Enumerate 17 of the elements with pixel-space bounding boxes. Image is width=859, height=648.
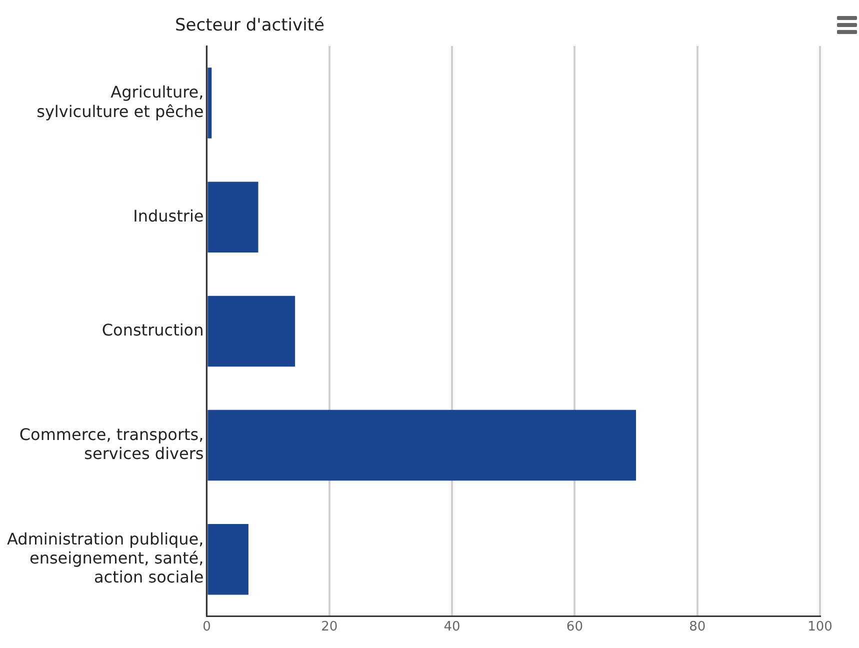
bar (208, 410, 636, 481)
x-tick-label: 60 (566, 620, 583, 635)
y-tick-label: Administration publique, enseignement, santé, action sociale (7, 529, 204, 587)
bar (208, 296, 296, 367)
y-tick-label: Industrie (133, 206, 204, 226)
y-tick-label: Construction (102, 320, 204, 340)
y-tick-label: Commerce, transports, services divers (19, 424, 204, 464)
x-tick-label: 0 (202, 620, 211, 635)
bar (208, 68, 212, 138)
bar (208, 182, 258, 252)
y-axis-title: Secteur d'activité (175, 15, 324, 36)
x-tick-label: 20 (321, 620, 338, 635)
x-tick-label: 40 (444, 620, 460, 635)
bar (208, 524, 248, 595)
x-tick-label: 100 (808, 620, 832, 635)
x-tick-label: 80 (689, 620, 706, 635)
y-tick-label: Agriculture, sylviculture et pêche (36, 82, 204, 121)
